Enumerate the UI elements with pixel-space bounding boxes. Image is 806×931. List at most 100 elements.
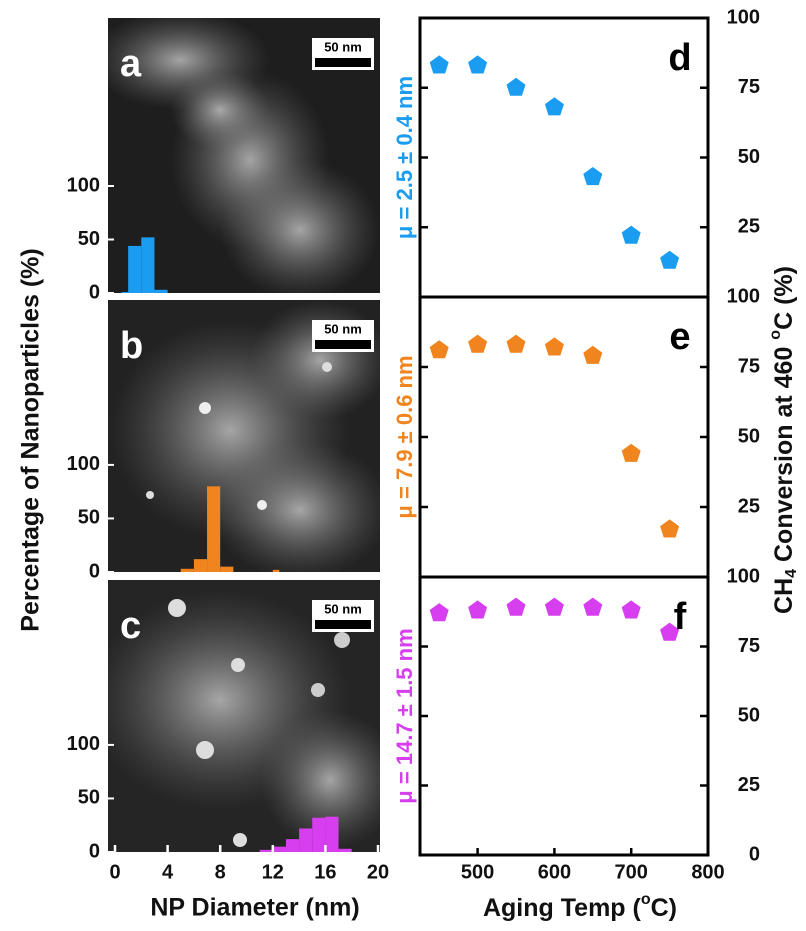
histogram-bar [299,828,313,852]
panel-label: d [668,37,691,79]
panel-label: f [674,596,687,638]
x-axis-label: NP Diameter (nm) [150,894,359,922]
y-tick-label: 100 [67,174,100,196]
y-tick-label: 100 [67,453,100,475]
data-point [468,600,488,619]
histogram-bar [141,237,155,293]
y-tick-label: 75 [738,635,760,657]
histogram-bar [325,816,339,852]
histogram-bar [154,289,168,293]
data-point [621,600,641,619]
y-tick-label: 50 [78,507,100,529]
y-axis-label-part: C (%) [770,266,798,330]
scale-bar-label: 50 nm [324,39,362,54]
x-axis-label-part: C) [651,894,677,922]
x-axis-label-part: Aging Temp ( [483,894,642,922]
y-tick-label: 25 [738,495,760,517]
histogram-bar [121,291,129,293]
x-tick-label: 12 [262,861,284,883]
histogram-bar [207,486,221,572]
data-point [583,167,603,186]
y-tick-label: 0 [89,281,100,303]
data-point [660,250,680,269]
y-tick-label: 0 [89,560,100,582]
x-axis-label: Aging Temp (oC) [483,891,677,921]
x-tick-label: 8 [215,861,226,883]
data-point [660,622,680,641]
y-axis-label-part: CH [770,578,798,614]
x-tick-label: 20 [367,861,389,883]
histogram-bar [272,569,280,572]
y-tick-label: 100 [727,6,760,28]
x-tick-label: 16 [314,861,336,883]
y-tick-label: 100 [727,565,760,587]
x-tick-label: 4 [162,861,174,883]
y-tick-label: 50 [738,146,760,168]
y-axis-label-part: Conversion at 460 [770,340,798,569]
data-point [583,345,603,364]
y-tick-label: 0 [89,840,100,862]
scale-bar [315,58,371,67]
scale-bar-label: 50 nm [324,321,362,336]
scale-bar [315,620,371,629]
micrograph [108,300,380,572]
data-point [506,597,526,616]
histogram-bar [312,817,326,852]
data-point [468,55,488,74]
annotation: μ = 2.5 ± 0.4 nm [392,76,417,239]
y-tick-label: 100 [727,285,760,307]
data-point [468,334,488,353]
panel-label: b [120,325,143,367]
histogram-bar [338,848,352,852]
data-point [429,340,449,359]
x-axis-label-part: o [641,891,651,908]
histogram-bar [285,839,300,852]
panel-label: e [669,316,690,358]
data-point [621,443,641,462]
data-point [660,519,680,538]
data-point [544,597,564,616]
x-tick-label: 500 [461,861,494,883]
data-point [583,597,603,616]
y-tick-label: 25 [738,216,760,238]
histogram-bar [193,559,208,572]
data-point [544,337,564,356]
x-tick-label: 800 [691,861,724,883]
data-point [506,334,526,353]
panel-label: a [120,43,142,85]
plot-frame [418,575,710,857]
x-tick-label: 0 [109,861,120,883]
y-tick-label: 50 [78,787,100,809]
y-tick-label: 0 [749,843,760,865]
histogram-bar [259,849,273,852]
x-tick-label: 600 [538,861,571,883]
y-tick-label: 25 [738,774,760,796]
histogram-bar [180,568,194,572]
data-point [429,55,449,74]
data-point [544,97,564,116]
annotation: μ = 14.7 ± 1.5 nm [392,628,417,803]
histogram-bar [220,566,234,572]
scale-bar-label: 50 nm [324,601,362,616]
y-axis-label-part: o [767,330,784,340]
data-point [621,225,641,244]
x-tick-label: 700 [615,861,648,883]
histogram-bar [128,245,142,293]
y-axis-label: CH4 Conversion at 460 oC (%) [767,266,800,614]
histogram-bar [272,846,286,852]
y-tick-label: 50 [78,228,100,250]
data-point [506,77,526,96]
y-tick-label: 50 [738,704,760,726]
panel-label: c [120,605,141,647]
y-axis-label-part: 4 [783,569,800,578]
y-tick-label: 75 [738,355,760,377]
scale-bar [315,340,371,349]
annotation: μ = 7.9 ± 0.6 nm [392,355,417,518]
data-point [429,603,449,622]
y-tick-label: 75 [738,76,760,98]
y-tick-label: 50 [738,425,760,447]
y-axis-label: Percentage of Nanoparticles (%) [17,248,45,631]
y-tick-label: 100 [67,733,100,755]
